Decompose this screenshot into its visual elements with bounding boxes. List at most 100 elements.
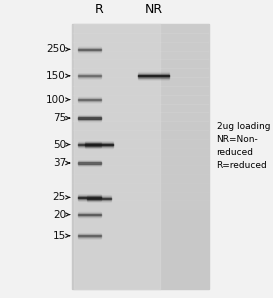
- Bar: [78, 146, 101, 148]
- Bar: [78, 142, 101, 143]
- Bar: [78, 77, 101, 79]
- Bar: [85, 142, 113, 143]
- Bar: [78, 100, 101, 102]
- Bar: [78, 213, 101, 215]
- Bar: [78, 141, 101, 142]
- Bar: [87, 195, 111, 196]
- Bar: [78, 237, 101, 238]
- Bar: [78, 100, 101, 102]
- Bar: [78, 165, 101, 167]
- Bar: [138, 74, 169, 75]
- Bar: [78, 98, 101, 100]
- Bar: [78, 211, 101, 212]
- Bar: [78, 145, 101, 147]
- Bar: [78, 194, 101, 196]
- Bar: [78, 97, 101, 98]
- Bar: [138, 78, 169, 80]
- Bar: [72, 165, 209, 174]
- Bar: [85, 143, 113, 145]
- Text: 37: 37: [53, 158, 66, 168]
- Bar: [78, 72, 101, 74]
- Bar: [78, 45, 101, 47]
- Bar: [72, 103, 209, 112]
- Bar: [78, 98, 101, 100]
- Bar: [78, 102, 101, 104]
- Bar: [78, 216, 101, 218]
- Bar: [85, 145, 113, 147]
- Bar: [78, 101, 101, 103]
- Bar: [85, 147, 113, 148]
- Bar: [78, 50, 101, 52]
- Bar: [87, 198, 111, 200]
- Bar: [87, 200, 111, 201]
- Bar: [78, 46, 101, 47]
- Bar: [85, 146, 113, 148]
- Bar: [85, 144, 113, 146]
- Bar: [87, 194, 111, 196]
- Bar: [78, 75, 101, 77]
- Bar: [138, 76, 169, 78]
- Bar: [78, 236, 101, 238]
- Bar: [78, 195, 101, 197]
- Bar: [78, 195, 101, 197]
- Bar: [85, 145, 113, 147]
- Text: 100: 100: [46, 94, 66, 105]
- Bar: [78, 76, 101, 78]
- Bar: [87, 200, 111, 202]
- Bar: [78, 50, 101, 52]
- Bar: [78, 48, 101, 50]
- Bar: [78, 195, 101, 197]
- Bar: [78, 99, 101, 101]
- Bar: [72, 130, 209, 139]
- Bar: [78, 234, 101, 236]
- Bar: [78, 49, 101, 51]
- Bar: [138, 78, 169, 80]
- Bar: [87, 196, 111, 198]
- Bar: [78, 217, 101, 219]
- Bar: [78, 117, 101, 119]
- Bar: [78, 119, 101, 120]
- Bar: [78, 145, 101, 147]
- Bar: [78, 235, 101, 237]
- Bar: [138, 75, 169, 77]
- Bar: [85, 144, 113, 146]
- Bar: [78, 73, 101, 75]
- Bar: [78, 197, 101, 198]
- Bar: [78, 164, 101, 166]
- Bar: [78, 215, 101, 217]
- Bar: [78, 77, 101, 79]
- Bar: [78, 232, 101, 235]
- Bar: [78, 200, 101, 202]
- Bar: [78, 52, 101, 54]
- Bar: [87, 198, 111, 200]
- Bar: [78, 78, 101, 80]
- Bar: [78, 165, 101, 167]
- Bar: [138, 77, 169, 79]
- Bar: [85, 143, 113, 145]
- Bar: [78, 160, 101, 162]
- Bar: [78, 214, 101, 216]
- Bar: [78, 215, 101, 216]
- Bar: [78, 160, 101, 162]
- Bar: [78, 146, 101, 148]
- Bar: [78, 101, 101, 103]
- Bar: [78, 50, 101, 52]
- Bar: [72, 86, 209, 95]
- Bar: [78, 233, 101, 235]
- Bar: [78, 238, 101, 240]
- Bar: [78, 163, 101, 165]
- Bar: [78, 235, 101, 237]
- Bar: [78, 77, 101, 79]
- Bar: [78, 49, 101, 50]
- Bar: [78, 99, 101, 101]
- Bar: [78, 142, 101, 144]
- Bar: [72, 209, 209, 218]
- Bar: [78, 118, 101, 120]
- Bar: [78, 162, 101, 163]
- Bar: [78, 75, 101, 77]
- Bar: [78, 232, 101, 234]
- Bar: [138, 75, 169, 77]
- Bar: [78, 144, 101, 145]
- Bar: [87, 196, 111, 198]
- Bar: [72, 227, 209, 236]
